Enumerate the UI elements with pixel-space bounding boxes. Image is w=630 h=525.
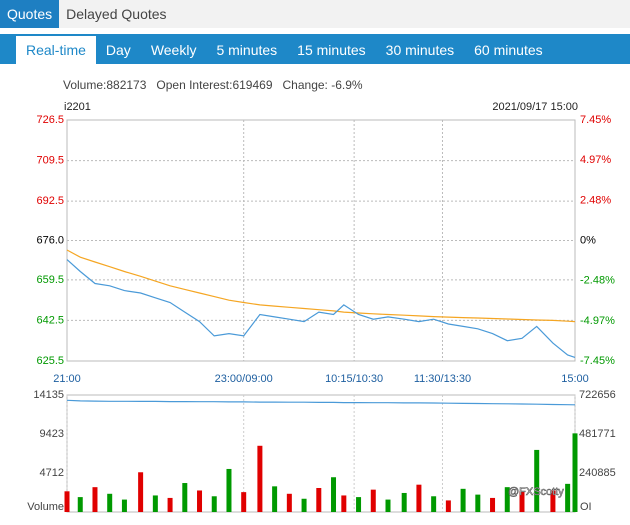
x-tick-label: 23:00/09:00	[215, 373, 273, 385]
y2-tick-label: 0%	[580, 234, 596, 246]
period-tab[interactable]: Day	[105, 42, 131, 58]
volume-bar	[534, 449, 540, 512]
top-tabs: Quotes Delayed Quotes	[0, 0, 630, 28]
y2-tick-label: 481771	[579, 428, 616, 440]
volume-bar	[460, 488, 466, 512]
y2-tick-label: -7.45%	[580, 355, 615, 367]
tab[interactable]: Quotes	[0, 0, 60, 28]
y-tick-label: 709.5	[36, 154, 64, 166]
info-item: Open Interest:619469	[156, 78, 273, 92]
volume-bar	[490, 497, 496, 512]
volume-bar	[572, 433, 578, 512]
volume-bar	[550, 490, 556, 512]
price-line	[66, 249, 576, 323]
x-tick-label: 10:15/10:30	[325, 373, 383, 385]
x-tick-label: 11:30/13:30	[414, 373, 471, 385]
price-line	[66, 259, 576, 358]
volume-bar	[565, 483, 571, 512]
volume-bar	[416, 484, 422, 512]
volume-bar	[167, 497, 173, 512]
volume-bar	[356, 497, 362, 512]
volume-bar	[138, 472, 144, 512]
symbol: i2201	[64, 101, 91, 113]
y-tick-label: 692.5	[36, 195, 64, 207]
volume-bar	[286, 493, 292, 512]
volume-bar	[504, 487, 510, 512]
volume-bar	[301, 498, 307, 512]
watermark: @FXScotty	[508, 486, 564, 498]
period-tab[interactable]: 15 minutes	[297, 42, 366, 58]
y2-tick-label: -2.48%	[580, 275, 615, 287]
period-tab[interactable]: Weekly	[150, 42, 197, 58]
volume-bar	[257, 445, 263, 512]
info-item: Volume:882173	[63, 78, 147, 92]
period-tab[interactable]: Real-time	[16, 36, 96, 64]
volume-bar	[475, 494, 481, 512]
period-tab[interactable]: 30 minutes	[385, 42, 455, 58]
volume-bar	[64, 491, 70, 512]
y2-tick-label: 7.45%	[580, 114, 611, 126]
period-tabs: Real-time Day Weekly 5 minutes 15 minute…	[0, 34, 630, 64]
volume-bar	[272, 486, 278, 512]
y-tick-label: 642.5	[36, 314, 64, 326]
y2-tick-label: 2.48%	[580, 194, 611, 206]
volume-bar	[92, 487, 98, 512]
y-tick-label: 4712	[40, 467, 64, 479]
y2-axis-label: OI	[580, 501, 592, 513]
y-tick-label: 9423	[40, 428, 64, 440]
y2-tick-label: 240885	[579, 467, 616, 479]
volume-bar	[370, 489, 376, 512]
volume-bar	[152, 495, 158, 512]
x-tick-label: 21:00	[53, 373, 81, 385]
volume-bar	[121, 499, 127, 512]
volume-bar	[77, 497, 83, 512]
y-tick-label: 676.0	[36, 234, 64, 246]
volume-bar	[182, 483, 188, 512]
x-tick-label: 15:00	[561, 373, 589, 385]
volume-bar	[107, 493, 113, 512]
volume-bar	[431, 496, 437, 512]
period-tab[interactable]: 5 minutes	[216, 42, 278, 58]
volume-bar	[341, 495, 347, 512]
volume-bar	[445, 500, 451, 512]
y2-tick-label: -4.97%	[580, 315, 615, 327]
y2-tick-label: 722656	[579, 389, 616, 401]
period-tab[interactable]: 60 minutes	[474, 42, 543, 58]
volume-bar	[241, 492, 247, 512]
volume-bar	[226, 468, 232, 512]
volume-bar	[316, 487, 322, 512]
tab[interactable]: Delayed Quotes	[66, 6, 167, 22]
info-line: Volume:882173 Open Interest:619469 Chang…	[63, 78, 363, 92]
oi-line	[66, 399, 576, 406]
volume-bar	[211, 496, 217, 512]
y-tick-label: 726.5	[36, 114, 64, 126]
volume-bar	[519, 491, 525, 512]
volume-bar	[197, 490, 203, 512]
y-axis-label: Volume	[27, 501, 64, 513]
y-tick-label: 625.5	[36, 355, 64, 367]
volume-bar	[385, 499, 391, 512]
volume-bar	[401, 492, 407, 512]
info-item: Change: -6.9%	[282, 78, 363, 92]
y-tick-label: 14135	[33, 389, 64, 401]
datetime: 2021/09/17 15:00	[492, 101, 578, 113]
y2-tick-label: 4.97%	[580, 154, 611, 166]
y-tick-label: 659.5	[36, 274, 64, 286]
volume-bar	[331, 477, 337, 512]
